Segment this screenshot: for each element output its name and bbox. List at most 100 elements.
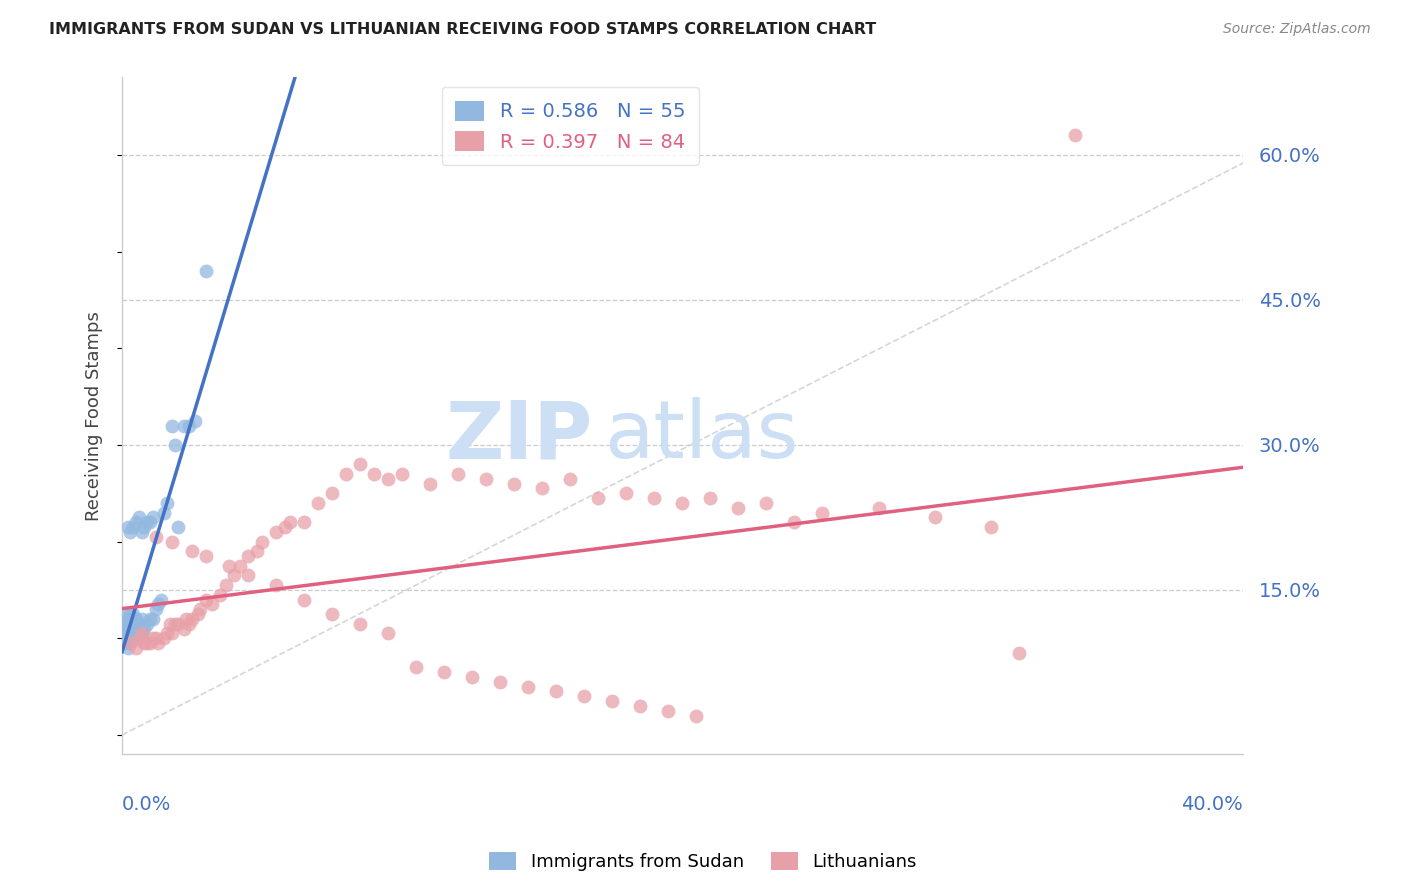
Point bbox=[131, 612, 153, 626]
Point bbox=[125, 632, 148, 646]
Point bbox=[489, 674, 512, 689]
Point bbox=[128, 622, 150, 636]
Text: atlas: atlas bbox=[605, 397, 799, 475]
Point bbox=[264, 578, 287, 592]
Point bbox=[122, 626, 145, 640]
Text: Source: ZipAtlas.com: Source: ZipAtlas.com bbox=[1223, 22, 1371, 37]
Point bbox=[657, 704, 679, 718]
Point bbox=[236, 549, 259, 563]
Point bbox=[1007, 646, 1029, 660]
Point bbox=[560, 472, 582, 486]
Point bbox=[165, 438, 187, 452]
Y-axis label: Receiving Food Stamps: Receiving Food Stamps bbox=[86, 311, 103, 521]
Point bbox=[134, 520, 156, 534]
Point bbox=[228, 558, 250, 573]
Point bbox=[131, 622, 153, 636]
Point bbox=[142, 632, 165, 646]
Point bbox=[128, 616, 150, 631]
Point bbox=[145, 602, 167, 616]
Point bbox=[125, 640, 148, 655]
Point bbox=[531, 482, 554, 496]
Point bbox=[685, 708, 707, 723]
Point bbox=[574, 690, 596, 704]
Point bbox=[153, 632, 176, 646]
Point bbox=[125, 612, 148, 626]
Point bbox=[377, 626, 399, 640]
Point bbox=[125, 516, 148, 530]
Point bbox=[122, 622, 145, 636]
Point bbox=[307, 496, 329, 510]
Point bbox=[363, 467, 385, 481]
Point bbox=[114, 607, 136, 621]
Point bbox=[145, 632, 167, 646]
Point bbox=[120, 636, 142, 650]
Point bbox=[321, 607, 343, 621]
Point bbox=[349, 616, 371, 631]
Point bbox=[120, 626, 142, 640]
Point bbox=[125, 622, 148, 636]
Point bbox=[628, 698, 651, 713]
Point bbox=[181, 544, 204, 558]
Point bbox=[321, 486, 343, 500]
Point bbox=[517, 680, 540, 694]
Point bbox=[699, 491, 721, 505]
Point bbox=[136, 516, 159, 530]
Point bbox=[980, 520, 1002, 534]
Point bbox=[122, 520, 145, 534]
Point bbox=[136, 636, 159, 650]
Point bbox=[162, 418, 184, 433]
Point bbox=[755, 496, 778, 510]
Point bbox=[190, 602, 212, 616]
Point bbox=[475, 472, 498, 486]
Point bbox=[167, 616, 190, 631]
Point bbox=[128, 626, 150, 640]
Point bbox=[173, 622, 195, 636]
Point bbox=[187, 607, 209, 621]
Point bbox=[125, 626, 148, 640]
Point bbox=[117, 520, 139, 534]
Point bbox=[139, 516, 162, 530]
Point bbox=[218, 558, 240, 573]
Point bbox=[236, 568, 259, 582]
Point bbox=[868, 500, 890, 515]
Point bbox=[122, 607, 145, 621]
Point bbox=[278, 516, 301, 530]
Point bbox=[131, 524, 153, 539]
Text: 40.0%: 40.0% bbox=[1181, 795, 1243, 814]
Point bbox=[546, 684, 568, 698]
Point bbox=[447, 467, 470, 481]
Point bbox=[250, 534, 273, 549]
Point bbox=[120, 636, 142, 650]
Point bbox=[148, 636, 170, 650]
Point bbox=[139, 636, 162, 650]
Point bbox=[167, 520, 190, 534]
Point bbox=[165, 616, 187, 631]
Point bbox=[159, 616, 181, 631]
Point bbox=[195, 592, 218, 607]
Point bbox=[114, 636, 136, 650]
Legend: Immigrants from Sudan, Lithuanians: Immigrants from Sudan, Lithuanians bbox=[482, 845, 924, 879]
Point bbox=[349, 457, 371, 471]
Point bbox=[671, 496, 693, 510]
Point bbox=[173, 418, 195, 433]
Point bbox=[114, 632, 136, 646]
Point bbox=[128, 632, 150, 646]
Point bbox=[201, 598, 224, 612]
Point bbox=[156, 496, 179, 510]
Point bbox=[195, 264, 218, 278]
Point bbox=[273, 520, 295, 534]
Point bbox=[156, 626, 179, 640]
Point bbox=[153, 506, 176, 520]
Point bbox=[292, 516, 315, 530]
Point bbox=[120, 524, 142, 539]
Point bbox=[224, 568, 246, 582]
Legend: R = 0.586   N = 55, R = 0.397   N = 84: R = 0.586 N = 55, R = 0.397 N = 84 bbox=[441, 87, 699, 165]
Point bbox=[184, 414, 207, 428]
Text: 0.0%: 0.0% bbox=[122, 795, 172, 814]
Point bbox=[503, 476, 526, 491]
Point bbox=[335, 467, 357, 481]
Point bbox=[114, 616, 136, 631]
Point bbox=[128, 510, 150, 524]
Point bbox=[162, 534, 184, 549]
Point bbox=[195, 549, 218, 563]
